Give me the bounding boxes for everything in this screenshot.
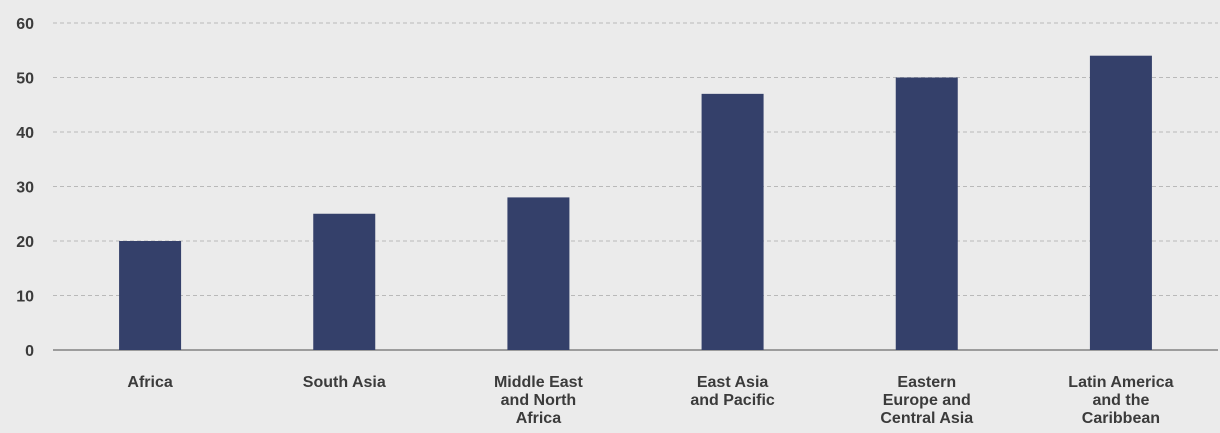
x-category-label: Latin America and the Caribbean — [1068, 374, 1173, 427]
y-tick-label: 0 — [25, 343, 34, 360]
bar — [701, 93, 764, 350]
y-tick-label: 20 — [16, 234, 34, 251]
x-category-label-line: Africa — [127, 374, 172, 391]
x-category-label-line: and the — [1092, 392, 1149, 409]
bar — [895, 77, 958, 350]
x-category-label: Eastern Europe and Central Asia — [880, 374, 973, 427]
y-tick-label: 40 — [16, 125, 34, 142]
bar — [507, 197, 570, 350]
bar — [119, 241, 182, 350]
y-tick-label: 60 — [16, 16, 34, 33]
x-category-label-line: and Pacific — [690, 392, 775, 409]
y-tick-label: 30 — [16, 180, 34, 197]
x-category-label: Africa — [127, 374, 172, 391]
x-category-label: Middle East and North Africa — [494, 374, 584, 427]
y-tick-label: 50 — [16, 71, 34, 88]
x-category-label-line: Latin America — [1068, 374, 1173, 391]
bar — [1089, 55, 1152, 350]
bar — [313, 213, 376, 350]
x-category-label-line: Africa — [516, 410, 561, 427]
y-tick-label: 10 — [16, 289, 34, 306]
x-category-label: East Asia and Pacific — [690, 374, 775, 409]
x-category-label-line: Middle East — [494, 374, 584, 391]
x-category-label-line: Eastern — [897, 374, 956, 391]
x-category-label-line: Caribbean — [1082, 410, 1160, 427]
x-category-label-line: and North — [501, 392, 577, 409]
x-category-label-line: Europe and — [883, 392, 971, 409]
x-category-label: South Asia — [303, 374, 386, 391]
x-category-label-line: Central Asia — [880, 410, 973, 427]
x-category-label-line: East Asia — [697, 374, 769, 391]
x-category-label-line: South Asia — [303, 374, 386, 391]
